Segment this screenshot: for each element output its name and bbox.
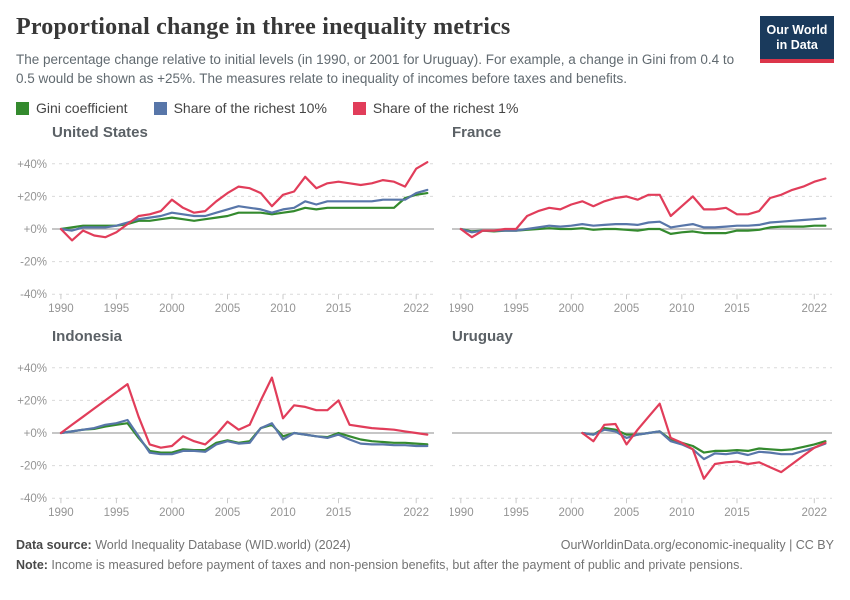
country-title: Indonesia <box>52 328 123 345</box>
legend-item-top1: Share of the richest 1% <box>352 100 519 116</box>
svg-text:2022: 2022 <box>403 507 429 519</box>
svg-text:2010: 2010 <box>270 507 296 519</box>
svg-text:2015: 2015 <box>326 507 352 519</box>
gini-swatch-icon <box>16 101 29 115</box>
svg-text:1995: 1995 <box>503 303 529 315</box>
svg-text:+40%: +40% <box>17 159 47 171</box>
svg-text:1995: 1995 <box>503 507 529 519</box>
line-chart-united-states[interactable]: 1990 1995 2000 2005 2010 2015 2022 +40% +20% +0% -… <box>16 146 436 322</box>
country-title: France <box>452 124 502 141</box>
legend-label: Share of the richest 1% <box>372 100 519 116</box>
svg-text:-40%: -40% <box>20 493 47 505</box>
svg-text:2005: 2005 <box>215 507 241 519</box>
footer-row: Data source: World Inequality Database (… <box>16 538 834 552</box>
svg-text:-20%: -20% <box>20 257 47 269</box>
svg-text:2000: 2000 <box>159 507 185 519</box>
chart-legend: Gini coefficient Share of the richest 10… <box>16 100 834 116</box>
line-chart-france[interactable]: 1990 1995 2000 2005 2010 2015 2022 <box>450 146 834 322</box>
svg-text:2010: 2010 <box>669 303 695 315</box>
line-chart-uruguay[interactable]: 1990 1995 2000 2005 2010 2015 2022 <box>450 350 834 526</box>
data-source: Data source: World Inequality Database (… <box>16 538 351 552</box>
svg-text:1990: 1990 <box>48 303 74 315</box>
owid-url-link[interactable]: OurWorldinData.org/economic-inequality |… <box>560 538 834 552</box>
footer-note: Note: Income is measured before payment … <box>16 558 834 572</box>
svg-text:+20%: +20% <box>17 191 47 203</box>
chart-panel-indonesia: Indonesia 1990 1995 2000 2005 2010 2015 2022 +4… <box>16 328 436 526</box>
legend-item-gini: Gini coefficient <box>16 100 128 116</box>
owid-logo-line1: Our World <box>766 23 828 37</box>
svg-text:2005: 2005 <box>614 507 640 519</box>
line-chart-indonesia[interactable]: 1990 1995 2000 2005 2010 2015 2022 +40% +20% +0% -… <box>16 350 436 526</box>
svg-text:2015: 2015 <box>326 303 352 315</box>
chart-panel-france: France 1990 1995 2000 2005 2010 2015 2022 <box>450 124 834 322</box>
svg-text:2015: 2015 <box>724 507 750 519</box>
svg-text:2000: 2000 <box>159 303 185 315</box>
svg-text:2015: 2015 <box>724 303 750 315</box>
svg-text:1990: 1990 <box>450 303 474 315</box>
header: Proportional change in three inequality … <box>16 14 834 88</box>
top10-swatch-icon <box>153 101 167 115</box>
svg-text:2010: 2010 <box>669 507 695 519</box>
chart-panel-united-states: United States 1990 1995 2000 2005 2010 2015 20… <box>16 124 436 322</box>
owid-logo-line2: in Data <box>776 38 818 52</box>
chart-title: Proportional change in three inequality … <box>16 14 511 40</box>
data-source-label: Data source: <box>16 538 92 552</box>
svg-text:2005: 2005 <box>614 303 640 315</box>
svg-text:2022: 2022 <box>802 303 828 315</box>
country-title: United States <box>52 124 148 141</box>
legend-item-top10: Share of the richest 10% <box>153 100 327 116</box>
svg-text:-40%: -40% <box>20 289 47 301</box>
note-label: Note: <box>16 558 48 572</box>
svg-text:1995: 1995 <box>104 303 130 315</box>
svg-text:2022: 2022 <box>802 507 828 519</box>
svg-text:2005: 2005 <box>215 303 241 315</box>
note-value: Income is measured before payment of tax… <box>47 558 743 572</box>
country-title: Uruguay <box>452 328 513 345</box>
svg-text:2022: 2022 <box>403 303 429 315</box>
header-text: Proportional change in three inequality … <box>16 14 751 88</box>
charts-grid: United States 1990 1995 2000 2005 2010 2015 20… <box>16 124 834 526</box>
footer: Data source: World Inequality Database (… <box>16 538 834 572</box>
svg-text:2010: 2010 <box>270 303 296 315</box>
legend-label: Gini coefficient <box>36 100 128 116</box>
svg-text:-20%: -20% <box>20 461 47 473</box>
data-source-value: World Inequality Database (WID.world) (2… <box>91 538 351 552</box>
svg-text:2000: 2000 <box>559 507 585 519</box>
chart-panel-uruguay: Uruguay 1990 1995 2000 2005 2010 2015 2022 <box>450 328 834 526</box>
svg-text:1990: 1990 <box>48 507 74 519</box>
owid-logo[interactable]: Our World in Data <box>760 16 834 63</box>
svg-text:2000: 2000 <box>559 303 585 315</box>
chart-subtitle: The percentage change relative to initia… <box>16 52 735 86</box>
svg-text:+0%: +0% <box>24 224 47 236</box>
svg-text:1995: 1995 <box>104 507 130 519</box>
svg-text:+40%: +40% <box>17 363 47 375</box>
svg-text:1990: 1990 <box>450 507 474 519</box>
svg-text:+0%: +0% <box>24 428 47 440</box>
top1-swatch-icon <box>352 101 366 115</box>
svg-text:+20%: +20% <box>17 395 47 407</box>
legend-label: Share of the richest 10% <box>173 100 327 116</box>
